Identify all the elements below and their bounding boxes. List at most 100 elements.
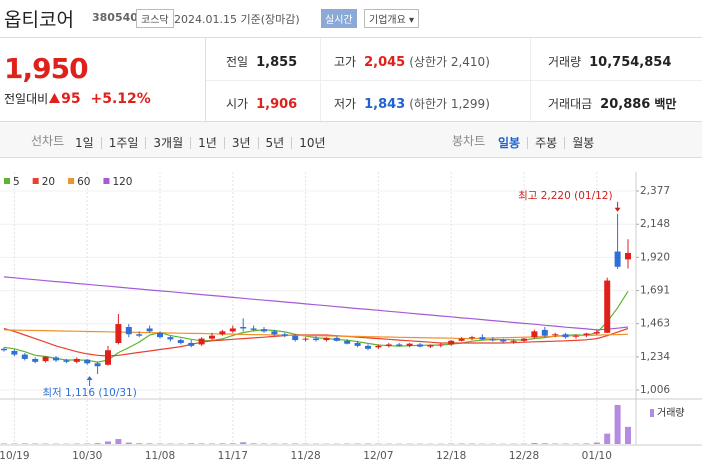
candle-body <box>604 280 611 333</box>
candle-body <box>354 342 361 346</box>
stat-value: 1,843 <box>364 97 406 112</box>
legend-swatch <box>103 178 110 184</box>
stock-code: 380540 <box>92 11 138 24</box>
candle-tab[interactable]: 일봉 <box>498 136 521 150</box>
candle-body <box>219 331 226 335</box>
divider <box>0 37 702 38</box>
candle-body <box>385 344 392 346</box>
divider <box>530 38 531 122</box>
candle-body <box>177 340 184 343</box>
x-tick-label: 12/07 <box>363 450 393 462</box>
candle-body <box>510 340 517 342</box>
stat: 전일 1,855 <box>226 51 297 70</box>
candle-body <box>125 327 132 335</box>
period-tab[interactable]: 1일 <box>75 136 94 150</box>
market-badge: 코스닥 <box>136 9 174 28</box>
stat-label: 전일 <box>226 55 249 69</box>
legend-label: 60 <box>77 176 90 188</box>
ma-line <box>3 329 629 340</box>
candle-body <box>396 344 403 346</box>
candle-body <box>344 340 351 344</box>
candle-body <box>448 340 455 345</box>
candle-body <box>63 360 70 362</box>
period-tab[interactable]: 10년 <box>291 137 332 149</box>
stat: 고가 2,045 (상한가 2,410) <box>334 51 490 70</box>
volume-bar <box>21 443 28 444</box>
x-tick-label: 11/28 <box>290 450 320 462</box>
volume-bar <box>94 443 101 444</box>
volume-bar <box>531 443 538 444</box>
period-tab[interactable]: 3년 <box>223 137 258 149</box>
candle-body <box>157 332 163 338</box>
y-tick-label: 2,377 <box>640 185 670 197</box>
candle-body <box>593 332 600 334</box>
y-tick-label: 1,234 <box>640 351 670 363</box>
x-tick-label: 12/18 <box>436 450 466 462</box>
stat-value: 10,754,854 <box>589 55 672 70</box>
candle-body <box>209 335 215 339</box>
change: 95 <box>61 91 81 107</box>
legend-swatch <box>4 178 10 184</box>
candle-body <box>552 334 559 336</box>
candle-body <box>229 328 236 332</box>
company-menu[interactable]: 기업개요 ▾ <box>364 9 420 28</box>
volume-label: 거래량 <box>657 407 685 419</box>
legend-label: 5 <box>13 176 20 188</box>
stat-label: 거래대금 <box>548 97 593 111</box>
change-row: 전일대비 95 +5.12% <box>4 90 151 107</box>
candle-body <box>313 338 319 341</box>
period-tab[interactable]: 1주일 <box>100 137 146 149</box>
candle-body <box>489 339 496 341</box>
x-tick-label: 10/30 <box>72 450 102 462</box>
x-tick-label: 10/19 <box>0 450 30 462</box>
stat: 거래대금 20,886 백만 <box>548 93 676 112</box>
stat-value: 2,045 <box>364 55 406 70</box>
candle-body <box>188 342 195 346</box>
volume-bar <box>583 443 590 444</box>
candle-body <box>115 324 122 343</box>
legend-swatch <box>68 178 75 184</box>
candle-body <box>500 340 507 342</box>
change-rate: +5.12% <box>90 91 151 107</box>
low-annotation: 최저 1,116 (10/31) <box>42 387 137 399</box>
candle-body <box>562 334 569 338</box>
candle-tab[interactable]: 월봉 <box>564 137 601 149</box>
realtime-badge[interactable]: 실시간 <box>321 9 357 28</box>
candle-body <box>11 350 18 355</box>
candle-body <box>42 356 49 362</box>
stat-label: 저가 <box>334 97 357 111</box>
stat-note: (하한가 1,299) <box>409 97 490 111</box>
candle-body <box>105 350 111 365</box>
candle-body <box>479 337 486 340</box>
period-tab[interactable]: 5년 <box>257 137 292 149</box>
candle-body <box>458 338 465 341</box>
volume-bar <box>250 443 257 444</box>
period-tab[interactable]: 1년 <box>190 137 224 149</box>
stock-name: 옵티코어 <box>4 9 74 31</box>
stat-value: 1,906 <box>256 97 298 112</box>
x-tick-label: 11/08 <box>145 450 175 462</box>
legend-label: 20 <box>42 176 55 188</box>
candle-body <box>521 338 527 341</box>
period-tabs: 1일 1주일 3개월 1년 3년 5년 10년 <box>68 132 333 151</box>
candle-body <box>614 251 621 267</box>
stat-note: (상한가 2,410) <box>409 55 490 69</box>
candle-body <box>323 337 330 341</box>
candle-body <box>333 337 340 341</box>
stat-label: 시가 <box>226 97 249 111</box>
high-annotation: 최고 2,220 (01/12) <box>518 190 613 202</box>
divider <box>205 38 206 122</box>
stat-value: 1,855 <box>256 55 298 70</box>
divider <box>320 38 321 122</box>
candle-body <box>365 345 371 349</box>
legend-swatch <box>650 409 654 417</box>
candle-tab[interactable]: 주봉 <box>527 137 564 149</box>
ma-line <box>3 290 629 363</box>
volume-bar <box>115 439 122 444</box>
volume-bar <box>614 405 621 444</box>
period-tab[interactable]: 3개월 <box>145 137 190 149</box>
volume-bar <box>593 442 600 444</box>
tab-bar <box>0 121 702 158</box>
